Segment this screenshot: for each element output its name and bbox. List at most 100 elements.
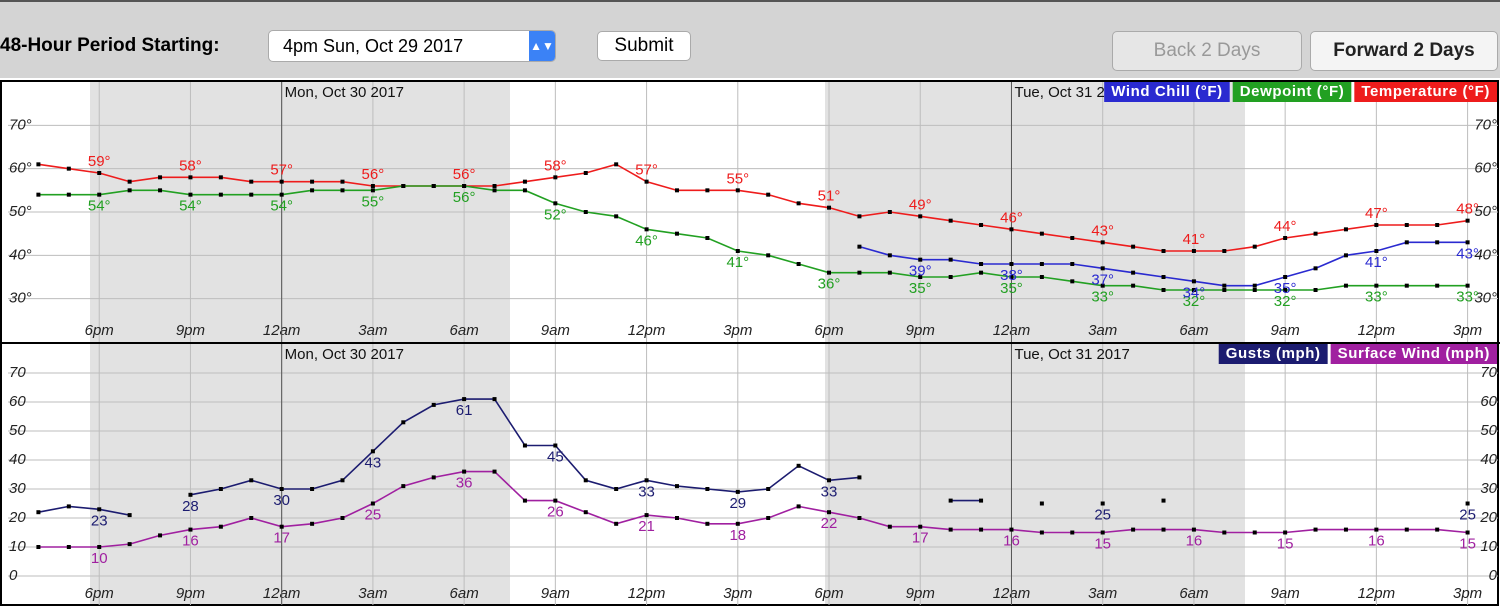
data-point: [310, 521, 315, 526]
data-label: 10: [91, 550, 108, 567]
data-point: [1404, 240, 1409, 245]
series-line: [38, 470, 1468, 548]
data-point: [1404, 527, 1409, 532]
data-point: [644, 227, 649, 232]
data-point: [279, 524, 284, 529]
data-point: [1252, 288, 1257, 292]
data-point: [857, 475, 862, 480]
data-point: [1374, 527, 1379, 532]
x-tick-label: 6pm: [85, 322, 114, 339]
data-point: [583, 210, 588, 214]
date-label: Mon, Oct 30 2017: [285, 84, 404, 101]
y-tick-label: 50°: [9, 203, 32, 220]
data-point: [1374, 283, 1379, 288]
data-point: [796, 504, 801, 509]
data-point: [948, 498, 953, 503]
x-tick-label: 9pm: [176, 322, 205, 339]
data-label: 36°: [818, 276, 841, 293]
data-point: [1222, 283, 1227, 288]
data-point: [340, 179, 345, 184]
x-tick-label: 3am: [358, 322, 387, 339]
y-tick-label: 30: [9, 480, 26, 497]
legend-label: Gusts (mph): [1226, 345, 1321, 362]
data-point: [492, 397, 497, 402]
forward-button[interactable]: Forward 2 Days: [1310, 31, 1498, 71]
data-point: [1009, 262, 1014, 266]
y-tick-label: 50: [9, 422, 26, 439]
data-label: 46°: [1000, 209, 1023, 226]
data-point: [1374, 223, 1379, 227]
data-point: [1191, 279, 1196, 284]
back-button[interactable]: Back 2 Days: [1112, 31, 1302, 71]
data-point: [827, 205, 832, 210]
data-label: 25: [365, 506, 382, 523]
data-point: [370, 188, 375, 193]
data-label: 28: [182, 498, 199, 515]
data-label: 56°: [453, 166, 476, 183]
data-point: [644, 179, 649, 184]
data-point: [1283, 275, 1288, 279]
data-point: [188, 527, 193, 532]
data-point: [766, 192, 771, 197]
y-tick-label: 70°: [1474, 116, 1497, 133]
y-tick-label: 70°: [9, 116, 32, 133]
data-point: [188, 492, 193, 497]
data-label: 41°: [1365, 254, 1388, 271]
data-point: [735, 521, 740, 526]
data-point: [370, 501, 375, 506]
data-point: [522, 443, 527, 448]
data-point: [887, 524, 892, 529]
data-point: [431, 184, 436, 188]
data-point: [614, 521, 619, 526]
data-point: [553, 443, 558, 448]
data-label: 55°: [726, 170, 749, 187]
y-tick-label: 30°: [9, 290, 32, 307]
x-tick-label: 3am: [358, 585, 387, 602]
x-tick-label: 3pm: [1453, 585, 1482, 602]
y-tick-label: 40°: [1474, 246, 1497, 263]
x-tick-label: 9am: [541, 585, 570, 602]
data-point: [431, 402, 436, 407]
y-tick-label: 40: [9, 451, 26, 468]
data-point: [705, 188, 710, 193]
y-tick-label: 20: [1479, 509, 1497, 526]
data-label: 35°: [1274, 280, 1297, 297]
data-label: 56°: [362, 166, 385, 183]
data-point: [1283, 530, 1288, 535]
data-label: 34°: [1183, 284, 1206, 301]
legend-swatch: [1104, 82, 1230, 102]
x-tick-label: 6pm: [814, 585, 843, 602]
data-point: [1435, 240, 1440, 245]
data-point: [1313, 266, 1318, 271]
data-point: [887, 210, 892, 214]
x-tick-label: 6pm: [85, 585, 114, 602]
submit-button[interactable]: Submit: [597, 31, 691, 61]
data-label: 33°: [1365, 289, 1388, 306]
y-tick-label: 60°: [9, 160, 32, 177]
plot: 30° 30°40° 40°50° 50°60° 60°70° 70°6pm 9pm 12am…: [8, 82, 1498, 342]
data-point: [1222, 288, 1227, 292]
data-point: [1343, 253, 1348, 258]
period-select[interactable]: 4pm Sun, Oct 29 2017 ▲▼: [268, 30, 556, 62]
series-line: [38, 163, 1468, 252]
y-tick-label: 10: [1480, 538, 1497, 555]
data-point: [705, 521, 710, 526]
data-label: 38°: [1000, 267, 1023, 284]
data-point: [1161, 275, 1166, 279]
data-point: [249, 478, 254, 483]
series-line: [38, 185, 1468, 291]
x-tick-label: 12pm: [628, 322, 666, 339]
data-label: 43°: [1456, 245, 1479, 262]
data-point: [431, 475, 436, 480]
data-point: [279, 179, 284, 184]
data-point: [705, 487, 710, 491]
data-point: [979, 270, 984, 275]
y-tick-label: 0: [1489, 567, 1498, 584]
select-arrow: ▲▼: [529, 31, 555, 61]
data-point: [735, 188, 740, 193]
data-point: [1252, 530, 1257, 535]
data-point: [1252, 244, 1257, 249]
x-tick-label: 3pm: [1453, 322, 1482, 339]
data-point: [370, 184, 375, 188]
data-point: [401, 420, 406, 425]
